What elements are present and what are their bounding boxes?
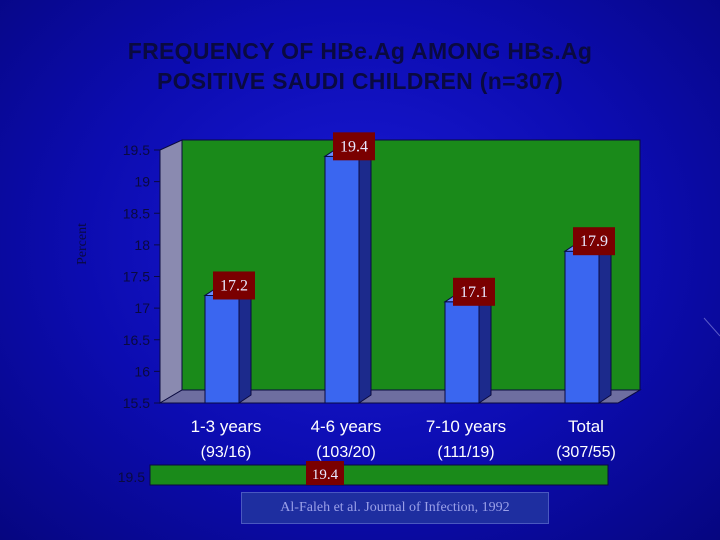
partial-plot-area <box>149 464 609 486</box>
x-tick-count-label: (307/55) <box>556 444 616 461</box>
bar-side-face <box>238 286 252 404</box>
partial-second-chart: 19.5 19.4 <box>118 461 609 486</box>
y-tick-label: 19 <box>134 174 150 190</box>
y-tick-label: 17.5 <box>123 269 150 285</box>
bar-side-face <box>358 147 372 404</box>
plot-side-wall <box>159 139 183 404</box>
chart-title-line-1: FREQUENCY OF HBe.Ag AMONG HBs.Ag <box>127 38 593 64</box>
bar-1: 17.2 <box>203 271 255 404</box>
partial-data-label: 19.4 <box>312 467 339 483</box>
data-label: 19.4 <box>340 138 368 155</box>
x-tick-count-label: (103/20) <box>316 444 376 461</box>
y-axis-label: Percent <box>75 223 90 265</box>
data-label-box <box>453 277 495 306</box>
y-tick-label: 16.5 <box>123 332 150 348</box>
chart-title-line-2: POSITIVE SAUDI CHILDREN (n=307) <box>156 68 564 94</box>
citation-box: Al-Faleh et al. Journal of Infection, 19… <box>241 492 549 524</box>
y-tick-label: 19.5 <box>123 142 150 158</box>
y-tick-label: 15.5 <box>123 395 150 411</box>
bar-2: 19.4 <box>323 132 375 404</box>
bar-4: 17.9 <box>563 227 615 404</box>
bar-side-face <box>598 242 612 404</box>
bar-3: 17.1 <box>443 277 495 404</box>
partial-y-tick-label: 19.5 <box>118 469 145 485</box>
partial-data-label-box <box>306 461 344 485</box>
x-tick-label: 1-3 years <box>191 417 262 436</box>
data-label: 17.9 <box>580 233 608 250</box>
x-tick-label: Total <box>568 417 604 436</box>
data-label-box <box>573 227 615 256</box>
y-tick-label: 18 <box>134 237 150 253</box>
bar-front-face <box>564 250 600 404</box>
bar-front-face <box>324 155 360 404</box>
x-tick-label: 7-10 years <box>426 417 506 436</box>
y-tick-label: 17 <box>134 300 150 316</box>
decorative-line <box>703 317 720 337</box>
bar-front-face <box>444 301 480 404</box>
bar-front-face <box>204 294 240 404</box>
y-tick-label: 18.5 <box>123 205 150 221</box>
data-label: 17.2 <box>220 277 248 294</box>
bar-side-face <box>478 292 492 404</box>
y-tick-label: 16 <box>134 363 150 379</box>
x-tick-count-label: (93/16) <box>201 444 252 461</box>
data-label: 17.1 <box>460 284 488 301</box>
chart-title: FREQUENCY OF HBe.Ag AMONG HBs.Ag POSITIV… <box>20 36 700 96</box>
data-label-box <box>333 132 375 161</box>
x-tick-label: 4-6 years <box>311 417 382 436</box>
x-tick-count-label: (111/19) <box>437 444 494 461</box>
data-label-box <box>213 271 255 300</box>
